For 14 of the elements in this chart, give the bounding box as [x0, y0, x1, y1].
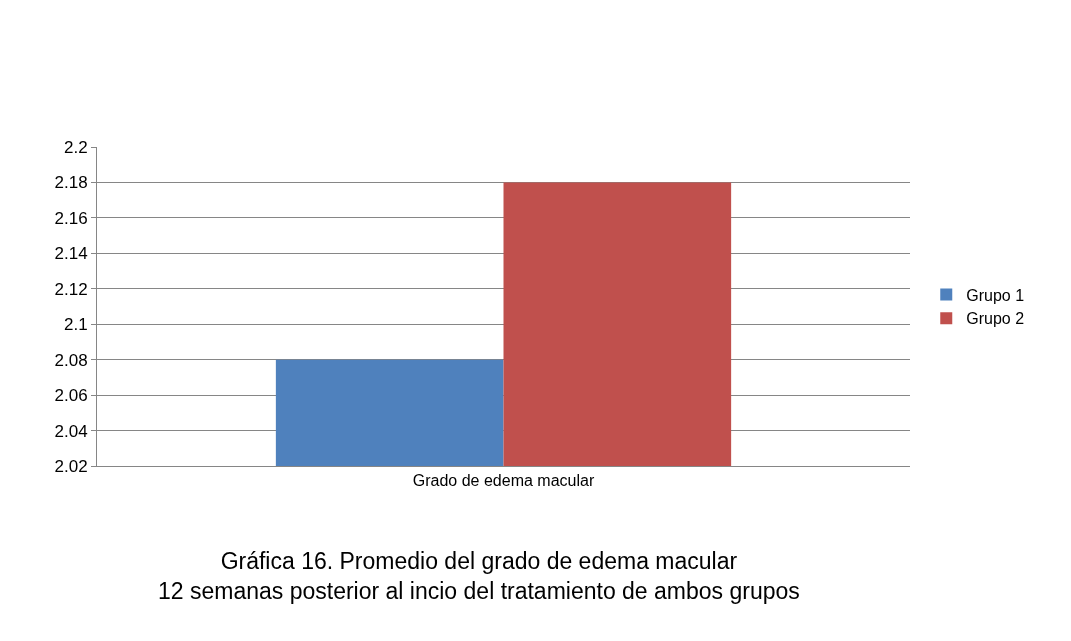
- y-tick-label: 2.06: [54, 386, 88, 406]
- y-tick-label: 2.18: [54, 173, 88, 193]
- y-tick-label: 2.04: [54, 421, 88, 441]
- legend-label: Grupo 2: [966, 310, 1025, 328]
- y-tick-label: 2.02: [54, 456, 88, 476]
- legend-label: Grupo 1: [966, 286, 1025, 304]
- y-tick-label: 2.2: [63, 137, 88, 157]
- text: Gráfica 16. Promedio del grado de edema macular 12 semanas posterior al incio del tratamiento de ambos grupos: [158, 548, 800, 604]
- x-tick-label: Grado de edema macular: [412, 472, 595, 490]
- y-tick-label: 2.12: [54, 279, 88, 299]
- y-tick-label: 2.1: [63, 315, 88, 335]
- y-tick-label: 2.08: [54, 350, 88, 370]
- y-tick-label: 2.16: [54, 208, 88, 228]
- y-tick-label: 2.14: [54, 244, 88, 264]
